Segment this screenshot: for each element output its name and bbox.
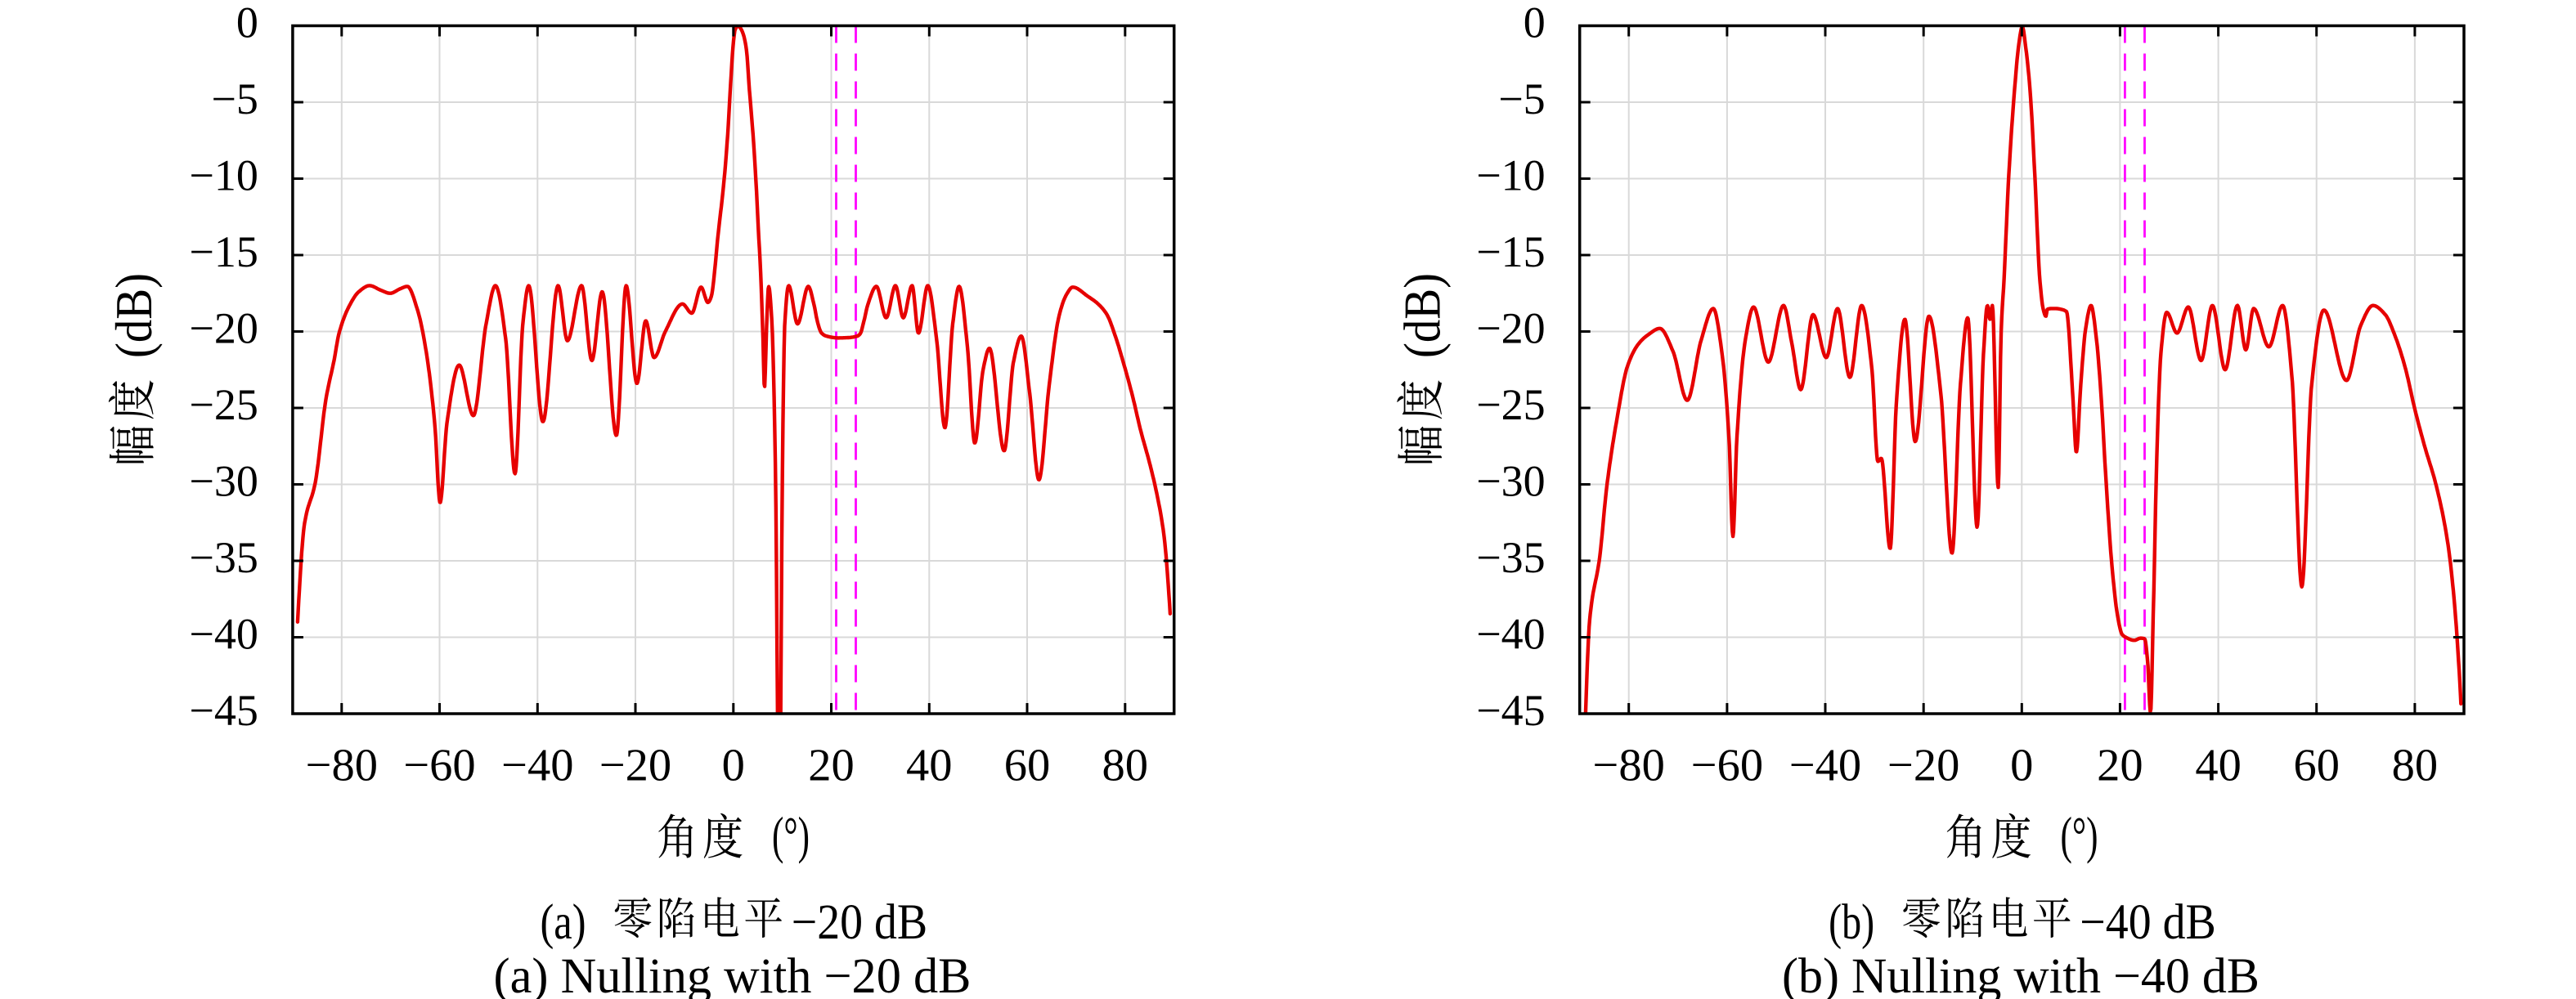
svg-text:−5: −5 <box>1498 74 1545 123</box>
svg-text:−40: −40 <box>1789 741 1861 791</box>
svg-text:20: 20 <box>808 741 855 791</box>
svg-text:0: 0 <box>722 741 745 791</box>
svg-text:−25: −25 <box>1476 380 1545 429</box>
svg-text:−45: −45 <box>189 686 258 735</box>
svg-text:−30: −30 <box>189 457 258 506</box>
svg-text:80: 80 <box>2392 741 2439 791</box>
svg-text:(°): (°) <box>2061 806 2098 864</box>
svg-text:−5: −5 <box>211 74 258 123</box>
svg-text:−15: −15 <box>189 227 258 276</box>
svg-text:−15: −15 <box>1476 227 1545 276</box>
svg-text:40: 40 <box>906 741 953 791</box>
svg-text:−35: −35 <box>1476 533 1545 582</box>
svg-text:−20: −20 <box>599 741 671 791</box>
svg-text:−80: −80 <box>1593 741 1665 791</box>
svg-text:−80: −80 <box>306 741 378 791</box>
svg-text:−40: −40 <box>1476 610 1545 659</box>
svg-text:(b) Nulling with −40 dB: (b) Nulling with −40 dB <box>1782 949 2260 999</box>
svg-text:−10: −10 <box>189 151 258 200</box>
svg-text:−30: −30 <box>1476 457 1545 506</box>
svg-text:0: 0 <box>236 0 258 47</box>
svg-text:−20 dB: −20 dB <box>792 895 927 950</box>
svg-text:−60: −60 <box>1691 741 1763 791</box>
svg-text:60: 60 <box>1004 741 1051 791</box>
svg-text:60: 60 <box>2293 741 2340 791</box>
svg-text:(b): (b) <box>1829 895 1874 950</box>
svg-text:−40: −40 <box>189 610 258 659</box>
svg-text:(a) Nulling with −20 dB: (a) Nulling with −20 dB <box>494 949 972 999</box>
svg-text:80: 80 <box>1102 741 1149 791</box>
svg-text:−25: −25 <box>189 380 258 429</box>
svg-text:(a): (a) <box>541 895 586 950</box>
svg-text:−10: −10 <box>1476 151 1545 200</box>
svg-text:0: 0 <box>2010 741 2033 791</box>
svg-text:−35: −35 <box>189 533 258 582</box>
svg-text:(°): (°) <box>772 806 810 864</box>
svg-text:−45: −45 <box>1476 686 1545 735</box>
svg-text:40: 40 <box>2195 741 2242 791</box>
svg-text:−40: −40 <box>501 741 573 791</box>
svg-text:−20: −20 <box>1476 304 1545 353</box>
svg-text:(dB): (dB) <box>1393 273 1452 358</box>
svg-text:−40 dB: −40 dB <box>2080 895 2216 950</box>
svg-text:20: 20 <box>2097 741 2143 791</box>
svg-text:−20: −20 <box>1887 741 1959 791</box>
svg-text:−20: −20 <box>189 304 258 353</box>
svg-text:−60: −60 <box>403 741 475 791</box>
svg-text:(dB): (dB) <box>105 273 163 358</box>
svg-text:0: 0 <box>1524 0 1546 47</box>
